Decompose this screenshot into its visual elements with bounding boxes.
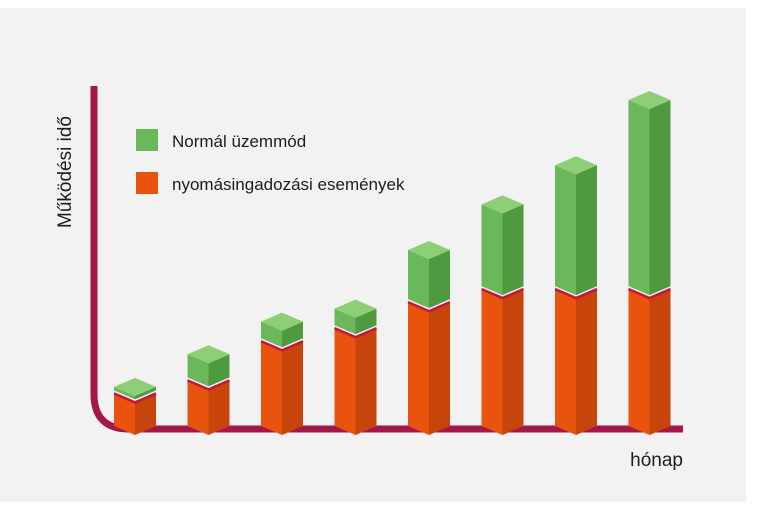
bar-6-divider xyxy=(481,287,524,300)
bar-3-normal-front xyxy=(261,321,282,348)
bar-2-normal-front xyxy=(187,354,209,387)
bar-1-divider xyxy=(113,392,157,404)
bar-5-normal-top xyxy=(408,240,450,259)
legend-swatch-pressure xyxy=(136,172,158,194)
bar-8-pressure-front xyxy=(628,289,650,435)
bar-5-normal-side xyxy=(429,249,450,309)
bar-2-normal-side xyxy=(208,354,230,387)
bar-8-normal-side xyxy=(649,100,671,296)
bar-7-normal-side xyxy=(576,165,597,296)
bar-1-pressure-front xyxy=(114,393,135,435)
bar-8-normal-top xyxy=(628,91,671,109)
bar-6-normal-front xyxy=(481,204,503,296)
x-axis-label: hónap xyxy=(630,450,683,471)
legend-label-normal: Normál üzemmód xyxy=(172,132,306,151)
bars-group xyxy=(113,91,671,435)
bar-3-normal-top xyxy=(261,312,303,331)
bar-6-normal-side xyxy=(502,204,524,296)
bar-4-normal-side xyxy=(355,308,377,335)
bar-1-normal-front xyxy=(114,386,135,400)
bar-2-normal-top xyxy=(187,345,230,364)
bar-6-normal-top xyxy=(481,195,524,214)
bar-1-normal-top xyxy=(114,377,156,396)
bar-8-normal-front xyxy=(628,100,650,296)
bar-3-divider xyxy=(260,340,304,352)
bar-7-normal-front xyxy=(555,165,576,296)
bar-4-divider xyxy=(334,327,377,339)
bar-2-divider xyxy=(187,379,230,391)
bar-3-pressure-front xyxy=(261,341,282,435)
legend-label-pressure: nyomásingadozási események xyxy=(172,175,405,194)
bar-1-pressure-side xyxy=(135,393,156,435)
bar-8-divider xyxy=(628,287,671,300)
legend-swatch-normal xyxy=(136,129,158,151)
bar-6-pressure-side xyxy=(502,289,524,435)
bar-6-pressure-front xyxy=(481,289,503,435)
y-axis-label: Működési idő xyxy=(55,116,76,228)
bar-7-normal-top xyxy=(555,156,597,175)
bar-3-normal-side xyxy=(282,321,303,348)
bar-5-pressure-side xyxy=(429,302,450,435)
bar-5-divider xyxy=(407,300,451,313)
bar-8-pressure-side xyxy=(649,289,671,435)
bar-1-normal-side xyxy=(135,386,156,400)
legend: Normál üzemmód nyomásingadozási eseménye… xyxy=(136,129,405,194)
bar-5-normal-front xyxy=(408,249,429,309)
bar-2-pressure-side xyxy=(208,380,230,435)
bar-4-pressure-side xyxy=(355,328,377,435)
bar-4-normal-top xyxy=(334,299,377,318)
bar-3-pressure-side xyxy=(282,341,303,435)
bar-4-normal-front xyxy=(334,308,356,335)
bar-2-pressure-front xyxy=(187,380,209,435)
bar-7-pressure-side xyxy=(576,289,597,435)
bar-4-pressure-front xyxy=(334,328,356,435)
bar-7-pressure-front xyxy=(555,289,576,435)
bar-7-divider xyxy=(554,287,598,300)
bar-5-pressure-front xyxy=(408,302,429,435)
